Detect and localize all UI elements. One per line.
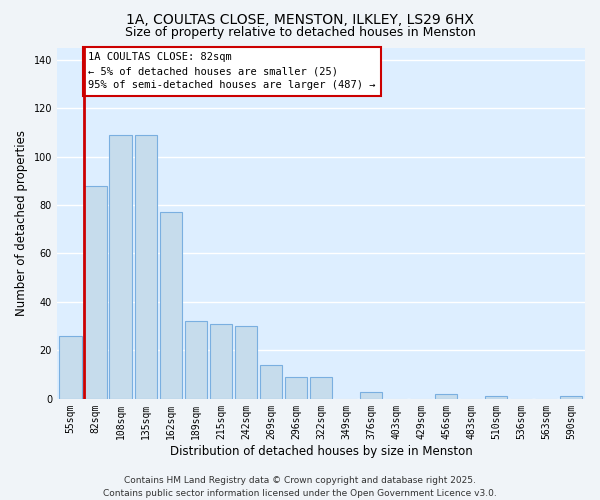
Text: 1A, COULTAS CLOSE, MENSTON, ILKLEY, LS29 6HX: 1A, COULTAS CLOSE, MENSTON, ILKLEY, LS29… [126, 12, 474, 26]
Bar [360, 392, 382, 399]
Text: Size of property relative to detached houses in Menston: Size of property relative to detached ho… [125, 26, 475, 39]
Bar [185, 322, 207, 399]
Y-axis label: Number of detached properties: Number of detached properties [15, 130, 28, 316]
Bar [109, 134, 132, 399]
Bar [284, 377, 307, 399]
Bar [560, 396, 583, 399]
Bar [85, 186, 107, 399]
Bar [134, 134, 157, 399]
Bar [310, 377, 332, 399]
Bar [59, 336, 82, 399]
Bar [235, 326, 257, 399]
Text: Contains HM Land Registry data © Crown copyright and database right 2025.
Contai: Contains HM Land Registry data © Crown c… [103, 476, 497, 498]
Text: 1A COULTAS CLOSE: 82sqm
← 5% of detached houses are smaller (25)
95% of semi-det: 1A COULTAS CLOSE: 82sqm ← 5% of detached… [88, 52, 376, 90]
Bar [160, 212, 182, 399]
Bar [260, 365, 282, 399]
Bar [435, 394, 457, 399]
X-axis label: Distribution of detached houses by size in Menston: Distribution of detached houses by size … [170, 444, 472, 458]
Bar [209, 324, 232, 399]
Bar [485, 396, 508, 399]
